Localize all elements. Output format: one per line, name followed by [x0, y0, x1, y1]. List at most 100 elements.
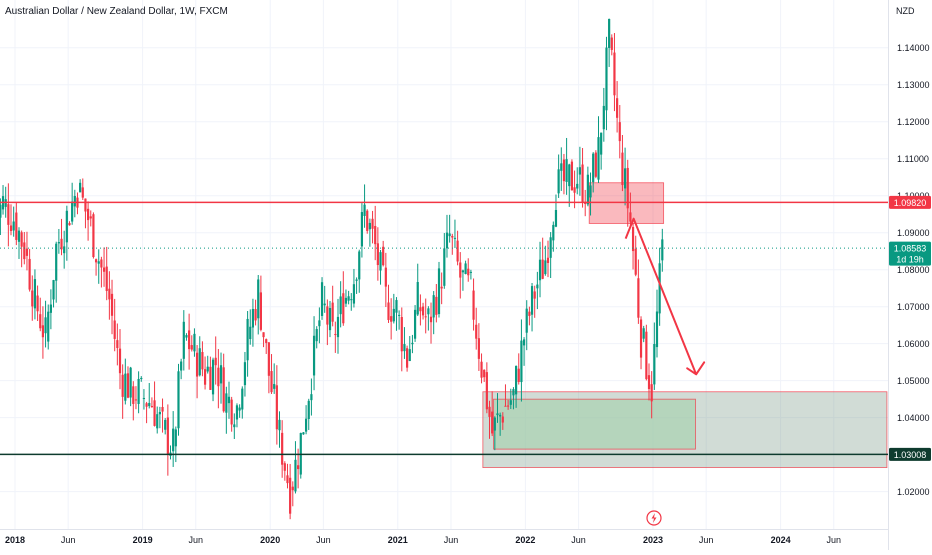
candle-body: [610, 37, 613, 50]
projection-arrow: [624, 217, 698, 375]
candle-body: [254, 309, 257, 321]
candle-body: [124, 373, 127, 401]
candle-body: [589, 185, 592, 198]
candle-body: [358, 251, 361, 280]
candle-body: [126, 373, 130, 398]
candle-body: [493, 417, 496, 431]
candle-body: [421, 306, 425, 316]
candle-body: [416, 282, 419, 315]
candle-body: [297, 465, 300, 470]
x-tick-label: 2020: [260, 535, 280, 545]
candle-body: [554, 209, 558, 227]
candle-body: [501, 416, 504, 423]
candle-body: [105, 266, 108, 291]
x-tick-label: Jun: [316, 535, 331, 545]
candle-body: [650, 384, 653, 402]
candle-body: [188, 330, 191, 350]
projection: [624, 217, 706, 376]
candle-body: [448, 233, 451, 237]
candle-body: [347, 296, 350, 301]
candle-body: [432, 295, 435, 318]
candle-body: [217, 367, 220, 387]
candle-body: [281, 432, 284, 465]
candle-body: [166, 417, 169, 455]
axes: [0, 0, 889, 550]
candle-body: [467, 268, 470, 276]
candle-body: [525, 308, 528, 333]
candle-body: [63, 246, 66, 254]
candle-body: [536, 284, 539, 289]
y-tick-label: 1.09000: [897, 228, 930, 238]
candle-body: [621, 152, 624, 186]
y-tick-label: 1.13000: [897, 80, 930, 90]
candle-body: [496, 413, 499, 416]
candle-body: [17, 230, 21, 242]
candle-body: [499, 414, 502, 417]
flash-icon[interactable]: [646, 510, 662, 526]
candle-body: [576, 183, 579, 189]
candle-body: [283, 463, 286, 471]
candle-body: [102, 267, 106, 272]
candle-body: [488, 406, 491, 417]
candle-body: [605, 47, 608, 111]
candle-body: [445, 232, 449, 249]
candle-body: [257, 279, 260, 319]
candle-body: [57, 242, 60, 244]
candle-body: [81, 187, 84, 198]
y-tick-label: 1.02000: [897, 487, 930, 497]
candle-body: [453, 237, 457, 239]
candle-body: [230, 399, 233, 425]
candle-body: [235, 405, 239, 420]
candle-body: [73, 195, 76, 207]
candle-body: [71, 201, 74, 222]
candle-body: [411, 342, 414, 345]
candle-body: [294, 459, 297, 492]
candle-body: [278, 419, 281, 431]
candle-body: [172, 428, 175, 452]
candle-body: [406, 348, 409, 368]
candle-body: [241, 388, 244, 410]
candle-body: [371, 218, 374, 229]
candle-body: [390, 316, 393, 322]
candle-body: [203, 369, 207, 385]
candle-body: [616, 98, 619, 118]
candle-body: [443, 248, 446, 286]
candle-body: [461, 270, 465, 273]
candle-body: [129, 367, 132, 398]
candle-body: [514, 365, 518, 395]
candle-body: [158, 411, 161, 415]
candle-body: [653, 344, 656, 385]
candle-body: [267, 342, 270, 376]
candle-body: [528, 311, 531, 316]
candle-body: [552, 224, 555, 241]
candle-body: [336, 316, 340, 338]
x-tick-label: 2019: [133, 535, 153, 545]
x-tick-label: Jun: [827, 535, 842, 545]
candle-body: [398, 314, 401, 316]
candles: [0, 18, 664, 520]
candle-body: [475, 324, 478, 339]
y-tick-label: 1.08000: [897, 265, 930, 275]
candle-body: [209, 366, 212, 390]
resistance-badge: [889, 195, 931, 209]
candle-body: [374, 225, 377, 245]
candle-body: [100, 259, 103, 268]
candle-body: [440, 286, 443, 289]
candle-body: [459, 262, 462, 278]
candle-body: [323, 303, 326, 306]
candle-body: [392, 308, 395, 322]
candle-body: [517, 368, 520, 382]
candle-body: [291, 486, 294, 491]
x-tick-label: Jun: [444, 535, 459, 545]
candle-body: [368, 222, 371, 230]
candle-body: [68, 223, 71, 226]
candle-body: [134, 399, 138, 401]
candle-body: [350, 299, 353, 301]
candle-body: [658, 263, 661, 314]
candle-body: [655, 311, 659, 348]
candle-body: [360, 212, 364, 247]
candle-body: [320, 282, 324, 316]
candle-body: [92, 214, 95, 258]
